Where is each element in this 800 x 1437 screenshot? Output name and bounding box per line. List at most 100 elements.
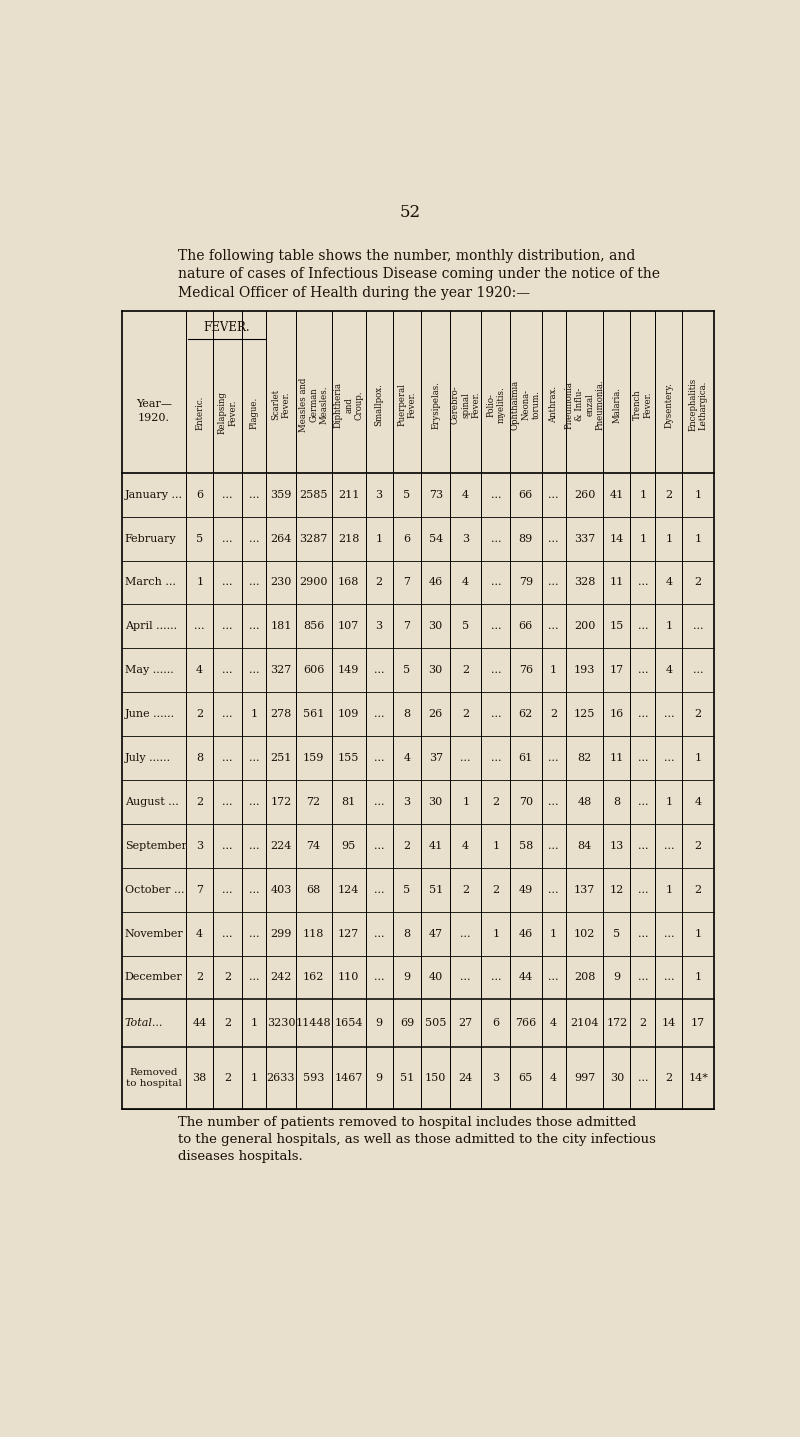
- Text: 1: 1: [250, 1019, 258, 1029]
- Text: 211: 211: [338, 490, 359, 500]
- Text: 181: 181: [270, 621, 292, 631]
- Text: 3230: 3230: [266, 1019, 295, 1029]
- Text: ...: ...: [638, 1073, 648, 1083]
- Text: 168: 168: [338, 578, 359, 588]
- Text: ...: ...: [249, 621, 259, 631]
- Text: 125: 125: [574, 708, 595, 718]
- Text: 2: 2: [196, 708, 203, 718]
- Text: 1: 1: [550, 665, 558, 675]
- Text: 3287: 3287: [299, 533, 328, 543]
- Text: 2: 2: [462, 708, 470, 718]
- Text: 5: 5: [614, 928, 621, 938]
- Text: Ophthalmia
Neona-
torum.: Ophthalmia Neona- torum.: [511, 379, 541, 430]
- Text: 359: 359: [270, 490, 292, 500]
- Text: 1: 1: [376, 533, 382, 543]
- Text: 1: 1: [250, 708, 258, 718]
- Text: 3: 3: [196, 841, 203, 851]
- Text: 208: 208: [574, 973, 595, 983]
- Text: 593: 593: [303, 1073, 324, 1083]
- Text: 54: 54: [429, 533, 443, 543]
- Text: April ......: April ......: [125, 621, 177, 631]
- Text: July ......: July ......: [125, 753, 171, 763]
- Text: 107: 107: [338, 621, 359, 631]
- Text: ...: ...: [374, 753, 385, 763]
- Text: 68: 68: [306, 885, 321, 895]
- Text: 66: 66: [518, 490, 533, 500]
- Text: 40: 40: [429, 973, 443, 983]
- Text: 84: 84: [578, 841, 592, 851]
- Text: 12: 12: [610, 885, 624, 895]
- Text: 2: 2: [376, 578, 382, 588]
- Text: ...: ...: [222, 621, 233, 631]
- Text: 14: 14: [610, 533, 624, 543]
- Text: 2: 2: [639, 1019, 646, 1029]
- Text: 1: 1: [666, 798, 673, 808]
- Text: ...: ...: [249, 798, 259, 808]
- Text: 30: 30: [610, 1073, 624, 1083]
- Text: ...: ...: [374, 665, 385, 675]
- Text: 278: 278: [270, 708, 291, 718]
- Text: Cerebro-
spinal
Fever.: Cerebro- spinal Fever.: [451, 385, 481, 424]
- Text: 1: 1: [196, 578, 203, 588]
- Text: ...: ...: [249, 578, 259, 588]
- Text: 51: 51: [429, 885, 443, 895]
- Text: June ......: June ......: [125, 708, 175, 718]
- Text: 69: 69: [400, 1019, 414, 1029]
- Text: 2900: 2900: [299, 578, 328, 588]
- Text: ...: ...: [490, 578, 501, 588]
- Text: 4: 4: [462, 578, 470, 588]
- Text: ...: ...: [222, 578, 233, 588]
- Text: January ...: January ...: [125, 490, 182, 500]
- Text: 3: 3: [462, 533, 470, 543]
- Text: ...: ...: [249, 490, 259, 500]
- Text: 124: 124: [338, 885, 359, 895]
- Text: 4: 4: [196, 928, 203, 938]
- Text: 1654: 1654: [334, 1019, 363, 1029]
- Text: 11: 11: [610, 753, 624, 763]
- Text: Pneumonia
& Influ-
enzal
Pneumonia.: Pneumonia & Influ- enzal Pneumonia.: [565, 379, 605, 430]
- Text: 4: 4: [403, 753, 410, 763]
- Text: ...: ...: [249, 753, 259, 763]
- Text: 1: 1: [550, 928, 558, 938]
- Text: 997: 997: [574, 1073, 595, 1083]
- Text: 260: 260: [574, 490, 595, 500]
- Text: 2: 2: [492, 885, 499, 895]
- Text: 76: 76: [518, 665, 533, 675]
- Text: 856: 856: [303, 621, 324, 631]
- Text: Diphtheria
and
Croup.: Diphtheria and Croup.: [334, 382, 363, 428]
- Text: 11448: 11448: [296, 1019, 331, 1029]
- Text: Relapsing
Fever.: Relapsing Fever.: [218, 391, 238, 434]
- Text: 9: 9: [403, 973, 410, 983]
- Text: 11: 11: [610, 578, 624, 588]
- Text: ...: ...: [664, 841, 674, 851]
- Text: ...: ...: [461, 753, 471, 763]
- Text: ...: ...: [374, 973, 385, 983]
- Text: Puerperal
Fever.: Puerperal Fever.: [398, 384, 417, 427]
- Text: 110: 110: [338, 973, 359, 983]
- Text: ...: ...: [222, 533, 233, 543]
- Text: 118: 118: [303, 928, 324, 938]
- Text: 30: 30: [429, 665, 443, 675]
- Text: 3: 3: [403, 798, 410, 808]
- Text: 2: 2: [196, 798, 203, 808]
- Text: 1: 1: [462, 798, 470, 808]
- Text: Measles and
German
Measles.: Measles and German Measles.: [298, 378, 329, 433]
- Text: nature of cases of Infectious Disease coming under the notice of the: nature of cases of Infectious Disease co…: [178, 267, 659, 282]
- Text: 4: 4: [666, 665, 673, 675]
- Text: 3: 3: [376, 621, 382, 631]
- Text: 58: 58: [518, 841, 533, 851]
- Text: 159: 159: [303, 753, 324, 763]
- Text: ...: ...: [549, 578, 559, 588]
- Text: ...: ...: [461, 928, 471, 938]
- Text: 15: 15: [610, 621, 624, 631]
- Text: 2: 2: [403, 841, 410, 851]
- Text: 242: 242: [270, 973, 292, 983]
- Text: 17: 17: [691, 1019, 705, 1029]
- Text: 218: 218: [338, 533, 359, 543]
- Text: 26: 26: [429, 708, 443, 718]
- Text: ...: ...: [249, 973, 259, 983]
- Text: December: December: [125, 973, 182, 983]
- Text: 1: 1: [639, 533, 646, 543]
- Text: 1: 1: [492, 841, 499, 851]
- Text: 70: 70: [518, 798, 533, 808]
